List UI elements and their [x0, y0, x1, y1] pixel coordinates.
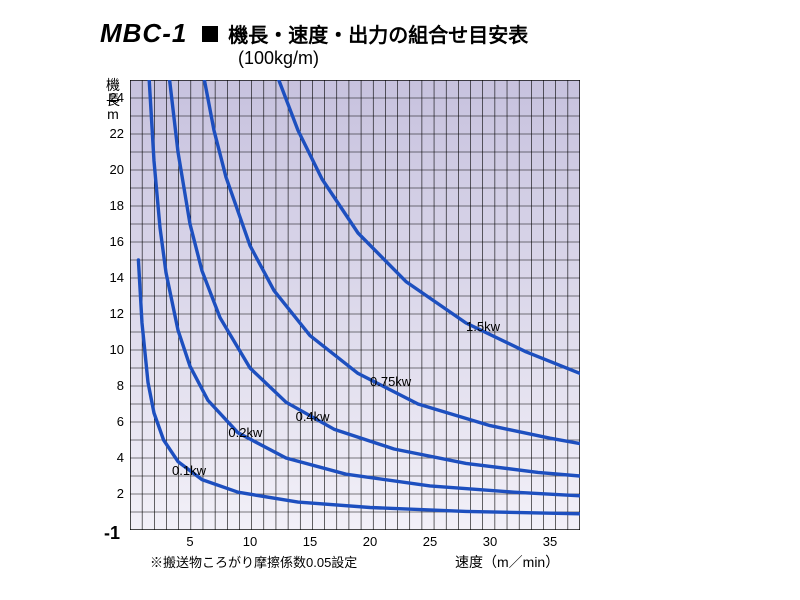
x-tick: 15 — [298, 534, 322, 549]
y-tick: 14 — [100, 270, 124, 285]
curve-label: 1.5kw — [466, 319, 500, 334]
y-tick: 2 — [100, 486, 124, 501]
chart-title: 機長・速度・出力の組合せ目安表 — [228, 25, 528, 47]
x-tick: 35 — [538, 534, 562, 549]
curve-label: 0.75kw — [370, 374, 411, 389]
x-tick: 5 — [178, 534, 202, 549]
y-tick: 12 — [100, 306, 124, 321]
y-tick: 20 — [100, 162, 124, 177]
x-tick: 30 — [478, 534, 502, 549]
y-tick: 22 — [100, 126, 124, 141]
curve-label: 0.4kw — [296, 409, 330, 424]
curve-label: 0.1kw — [172, 463, 206, 478]
corner-label: -1 — [104, 523, 120, 544]
square-bullet-icon — [202, 26, 218, 42]
x-tick: 10 — [238, 534, 262, 549]
y-tick: 10 — [100, 342, 124, 357]
x-tick: 25 — [418, 534, 442, 549]
y-tick: 4 — [100, 450, 124, 465]
y-tick: 6 — [100, 414, 124, 429]
y-tick: 8 — [100, 378, 124, 393]
chart-subtitle: (100kg/m) — [238, 48, 319, 69]
y-tick: 18 — [100, 198, 124, 213]
y-tick: 16 — [100, 234, 124, 249]
y-tick: 24 — [100, 90, 124, 105]
x-axis-label: 速度（m／min） — [455, 552, 559, 572]
x-tick: 20 — [358, 534, 382, 549]
model-code: MBC-1 — [100, 18, 187, 49]
curve-label: 0.2kw — [228, 425, 262, 440]
footnote: ※搬送物ころがり摩擦係数0.05設定 — [150, 552, 357, 571]
